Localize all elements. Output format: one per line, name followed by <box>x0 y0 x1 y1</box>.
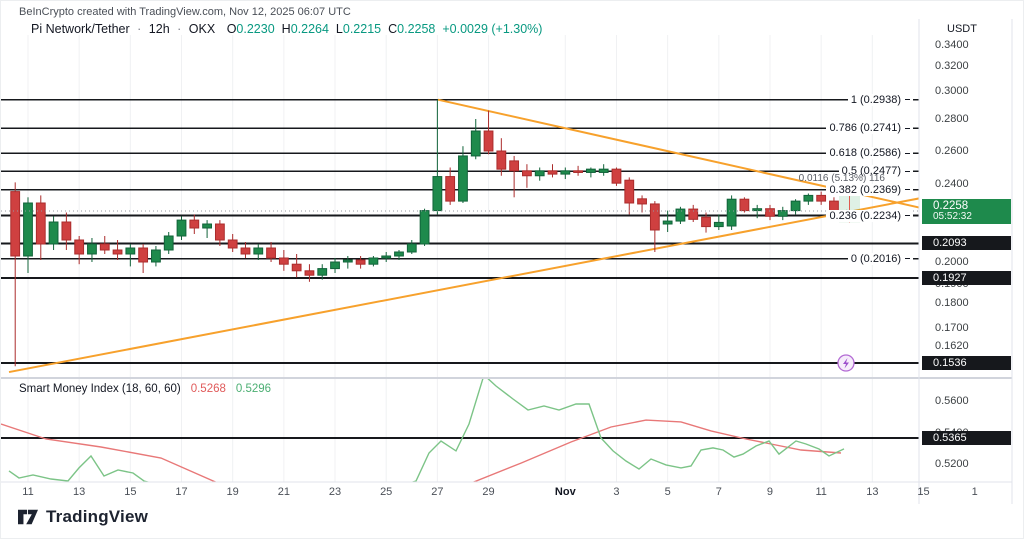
candle <box>368 257 379 265</box>
tradingview-logo-icon <box>18 509 38 525</box>
symbol-header: Pi Network/Tether · 12h · OKX O0.2230 H0.… <box>31 22 543 36</box>
candle <box>112 249 123 255</box>
candle <box>688 208 699 220</box>
candle <box>406 243 417 253</box>
smi-red-value: 0.5268 <box>190 383 226 395</box>
candle <box>483 130 494 152</box>
candle <box>713 221 724 228</box>
candle <box>163 235 174 251</box>
smi-pane[interactable] <box>1 375 919 501</box>
candle <box>675 208 686 222</box>
candle <box>125 247 136 255</box>
candle <box>240 247 251 255</box>
symbol-name[interactable]: Pi Network/Tether <box>31 22 130 36</box>
indicator-title[interactable]: Smart Money Index (18, 60, 60) 0.5268 0.52… <box>19 383 272 395</box>
ohlc-readout: O0.2230 H0.2264 L0.2215 C0.2258 +0.0029 (+1.… <box>226 22 543 36</box>
candle <box>189 219 200 229</box>
candle <box>598 168 609 173</box>
candle <box>739 198 750 212</box>
candle <box>330 261 340 270</box>
candle <box>509 160 520 172</box>
candle <box>381 255 392 259</box>
change-value: +0.0029 (+1.30%) <box>442 22 543 36</box>
candle <box>23 202 33 257</box>
candle <box>560 170 571 175</box>
candle <box>573 170 583 173</box>
brand-name: TradingView <box>46 507 149 526</box>
candle <box>496 150 507 170</box>
candle <box>752 208 763 212</box>
candle <box>816 194 827 202</box>
candle <box>432 176 443 212</box>
candle <box>394 251 404 257</box>
candle <box>790 200 801 212</box>
brand-footer[interactable]: TradingView <box>17 507 148 527</box>
candle <box>419 210 430 245</box>
candle <box>765 208 775 217</box>
measure-label: 0.0116 (5.13%) 116 <box>798 172 885 184</box>
candle <box>291 263 302 272</box>
candle <box>266 247 276 259</box>
exchange-label: OKX <box>188 22 216 36</box>
price-pane[interactable] <box>1 98 921 374</box>
smi-green-value: 0.5296 <box>235 383 272 395</box>
interval-label[interactable]: 12h <box>148 22 170 36</box>
candle <box>74 239 85 255</box>
candle <box>841 210 852 217</box>
price-axis-unit: USDT <box>947 23 977 35</box>
candle <box>151 249 161 263</box>
smi-red-line <box>1 419 842 482</box>
candle <box>227 239 238 249</box>
candle <box>624 179 635 204</box>
candle <box>48 221 59 245</box>
candle <box>202 223 212 229</box>
candle <box>61 221 72 241</box>
candle <box>726 198 737 227</box>
trendline-ascending[interactable] <box>8 197 921 374</box>
candle <box>176 219 187 237</box>
candle <box>304 270 315 276</box>
candle <box>342 259 353 263</box>
candle <box>649 203 660 231</box>
candle <box>445 176 456 202</box>
candle <box>701 216 711 228</box>
candle <box>522 170 532 177</box>
candle <box>355 259 366 265</box>
candle <box>585 168 596 173</box>
candle <box>317 268 328 276</box>
candle <box>829 200 839 217</box>
candle <box>253 247 264 255</box>
candle <box>35 202 46 245</box>
candle <box>662 220 673 225</box>
alert-lightning-icon[interactable] <box>837 354 855 372</box>
candle <box>10 191 21 257</box>
candle <box>278 257 289 265</box>
candle <box>214 223 225 241</box>
candle <box>637 198 647 205</box>
candle <box>458 155 468 202</box>
candle <box>470 130 481 157</box>
candle <box>803 194 814 202</box>
candle <box>87 243 97 255</box>
candle <box>99 243 110 251</box>
candles <box>10 99 852 367</box>
candle <box>138 247 149 263</box>
candle <box>611 168 622 184</box>
candle <box>534 170 545 177</box>
smi-green-line <box>8 379 845 482</box>
attribution-text: BeInCrypto created with TradingView.com,… <box>19 6 351 18</box>
candle <box>777 210 788 217</box>
candle <box>547 170 558 175</box>
